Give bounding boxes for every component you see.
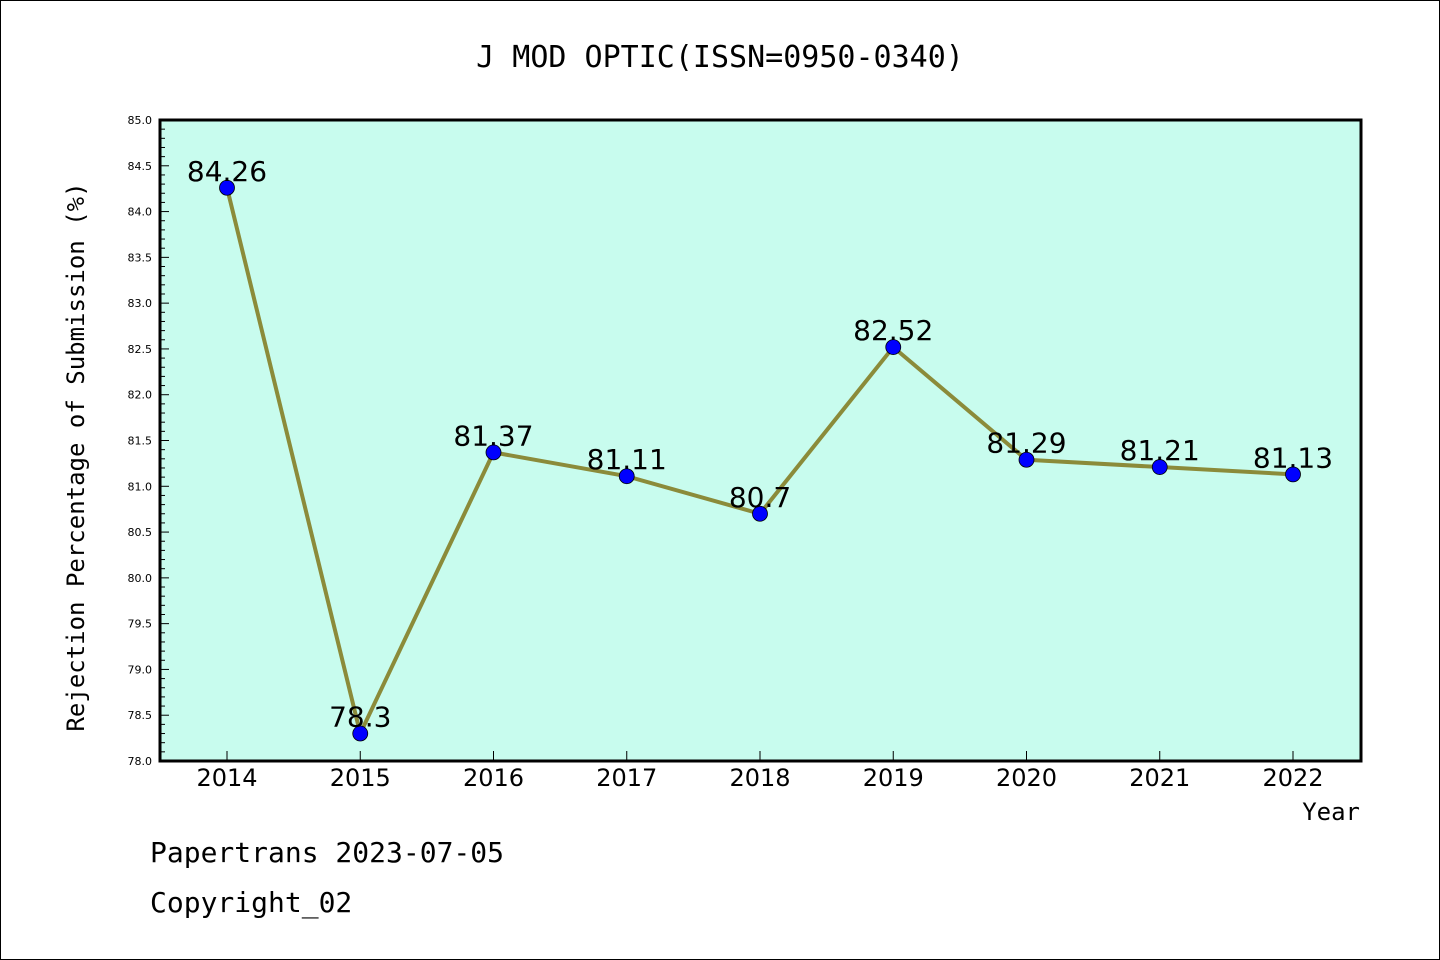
y-tick-label: 83.5 bbox=[128, 251, 153, 264]
footer-copyright: Copyright_02 bbox=[150, 886, 353, 919]
data-point bbox=[1018, 451, 1035, 468]
x-tick-label: 2015 bbox=[330, 764, 391, 792]
y-tick-label: 78.0 bbox=[128, 755, 153, 768]
plot-area bbox=[158, 118, 1363, 763]
data-point bbox=[352, 725, 369, 742]
y-axis-label: Rejection Percentage of Submission (%) bbox=[62, 182, 90, 731]
y-tick-label: 79.5 bbox=[128, 618, 153, 631]
x-tick-label: 2018 bbox=[729, 764, 790, 792]
x-axis: 2014 2015 2016 2017 2018 2019 2020 2021 2022 bbox=[196, 751, 1324, 792]
data-point bbox=[219, 179, 235, 196]
data-point bbox=[485, 444, 502, 461]
y-tick-label: 82.0 bbox=[128, 389, 153, 402]
data-point bbox=[885, 339, 902, 355]
data-point bbox=[1151, 459, 1168, 475]
y-tick-label: 84.5 bbox=[128, 160, 153, 173]
data-point bbox=[1285, 466, 1301, 483]
x-tick-label: 2021 bbox=[1129, 764, 1190, 792]
x-axis-label: Year bbox=[1302, 798, 1360, 826]
y-tick-label: 80.0 bbox=[128, 572, 153, 585]
data-label: 80.7 bbox=[729, 481, 791, 514]
x-tick-label: 2020 bbox=[996, 764, 1057, 792]
data-label: 81.37 bbox=[453, 419, 533, 452]
x-tick-label: 2014 bbox=[196, 764, 257, 792]
chart-title: J MOD OPTIC(ISSN=0950-0340) bbox=[476, 40, 964, 75]
x-tick-label: 2016 bbox=[463, 764, 524, 792]
data-label: 81.11 bbox=[587, 443, 667, 476]
y-tick-label: 80.5 bbox=[128, 526, 153, 539]
y-tick-label: 82.5 bbox=[128, 343, 153, 356]
data-label: 82.52 bbox=[853, 314, 933, 347]
y-tick-label: 81.0 bbox=[128, 480, 153, 493]
x-tick-label: 2022 bbox=[1262, 764, 1323, 792]
y-axis: 78.0 78.5 79.0 79.5 80.0 80.5 81.0 81.5 82.0 82.5… bbox=[128, 114, 169, 768]
footer-date: Papertrans 2023-07-05 bbox=[150, 836, 505, 869]
data-point bbox=[618, 468, 635, 485]
y-tick-label: 78.5 bbox=[128, 709, 153, 722]
data-label: 81.29 bbox=[986, 427, 1066, 460]
data-label: 81.21 bbox=[1120, 434, 1200, 467]
y-tick-label: 79.0 bbox=[128, 663, 153, 676]
data-point bbox=[752, 505, 768, 522]
y-tick-label: 81.5 bbox=[128, 435, 153, 448]
series-group: 84.26 78.3 81.37 81.11 80.7 82.52 81.29 81.21 81… bbox=[187, 155, 1333, 742]
y-tick-label: 83.0 bbox=[128, 297, 153, 310]
data-label: 78.3 bbox=[329, 701, 391, 734]
x-tick-label: 2019 bbox=[863, 764, 924, 792]
y-tick-label: 84.0 bbox=[128, 206, 153, 219]
y-tick-label: 85.0 bbox=[128, 114, 153, 127]
data-label: 84.26 bbox=[187, 155, 267, 188]
data-label: 81.13 bbox=[1253, 441, 1333, 474]
x-tick-label: 2017 bbox=[596, 764, 657, 792]
